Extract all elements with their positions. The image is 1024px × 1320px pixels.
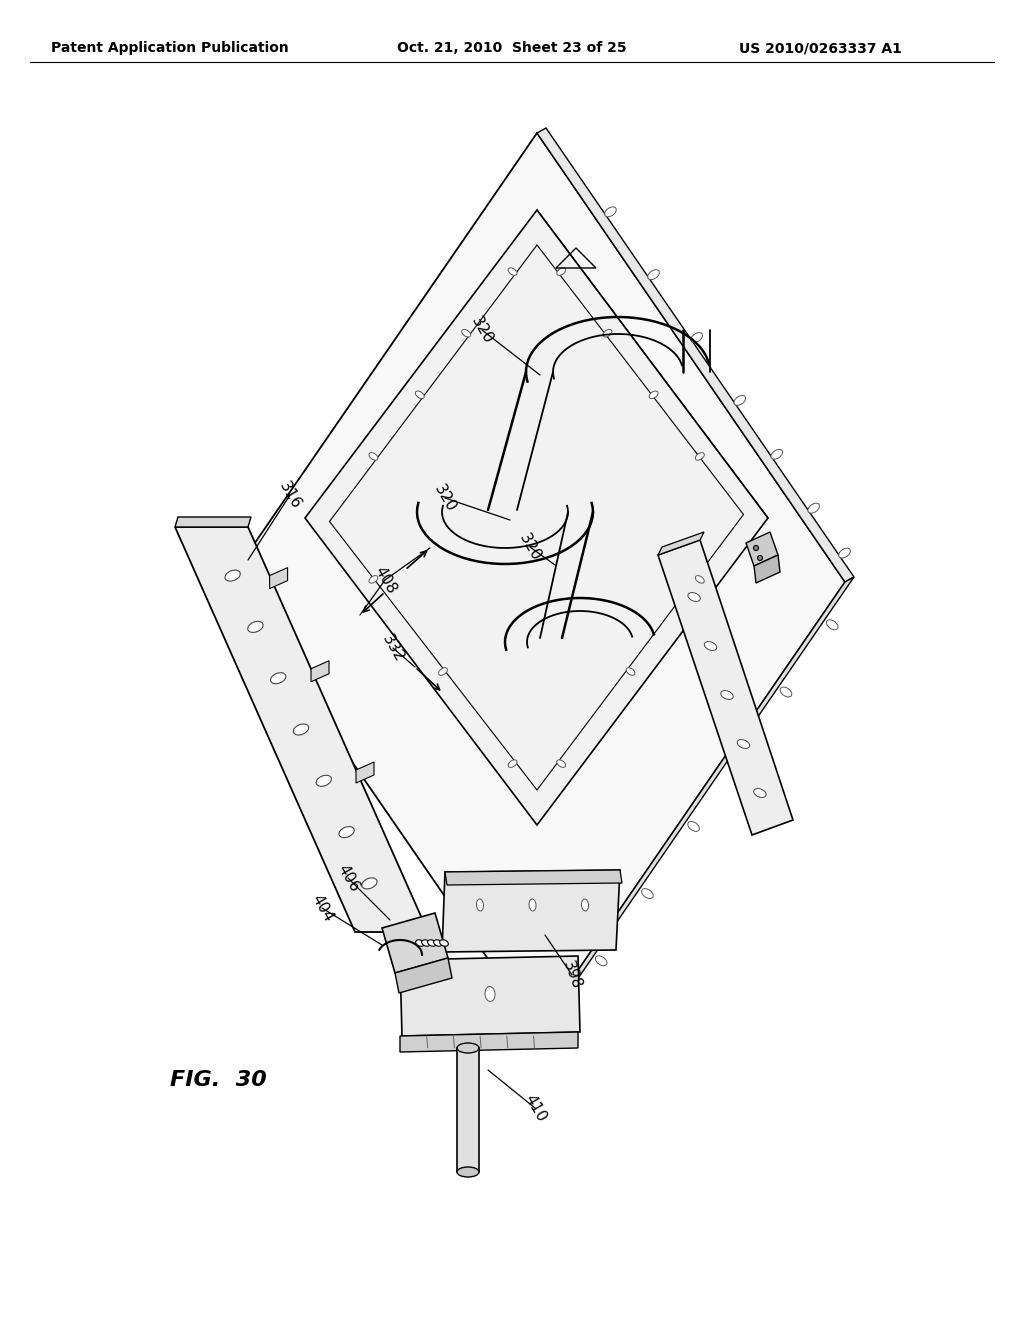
Polygon shape [175,517,251,527]
Ellipse shape [826,620,838,630]
Ellipse shape [642,888,653,899]
Ellipse shape [508,760,517,767]
Text: 406: 406 [334,862,361,895]
Ellipse shape [737,739,750,748]
Text: 408: 408 [372,564,398,597]
Text: US 2010/0263337 A1: US 2010/0263337 A1 [738,41,901,55]
Ellipse shape [316,775,332,787]
Ellipse shape [758,556,763,561]
Polygon shape [537,128,854,582]
Polygon shape [754,554,780,583]
Polygon shape [175,527,428,932]
Ellipse shape [595,956,607,966]
Ellipse shape [439,940,449,946]
Ellipse shape [422,940,430,946]
Ellipse shape [416,391,424,399]
Ellipse shape [691,333,702,342]
Ellipse shape [428,940,436,946]
Ellipse shape [839,548,850,558]
Ellipse shape [688,593,700,602]
Ellipse shape [369,453,378,461]
Ellipse shape [695,453,705,461]
Ellipse shape [734,396,745,405]
Text: Patent Application Publication: Patent Application Publication [51,41,289,55]
Polygon shape [395,958,452,993]
Text: 316: 316 [276,479,304,511]
Polygon shape [356,762,374,783]
Ellipse shape [771,449,782,459]
Ellipse shape [529,899,536,911]
Polygon shape [442,870,620,952]
Ellipse shape [339,826,354,838]
Ellipse shape [369,576,378,583]
Ellipse shape [225,570,241,581]
Ellipse shape [476,899,483,911]
Ellipse shape [604,207,616,216]
Polygon shape [400,956,580,1036]
Text: 410: 410 [521,1092,549,1125]
Ellipse shape [248,622,263,632]
Text: Oct. 21, 2010  Sheet 23 of 25: Oct. 21, 2010 Sheet 23 of 25 [397,41,627,55]
Ellipse shape [485,986,495,1002]
Ellipse shape [462,330,471,337]
Ellipse shape [438,668,447,676]
Polygon shape [305,210,768,825]
Ellipse shape [457,1043,479,1053]
Ellipse shape [557,268,565,276]
Polygon shape [228,133,845,1030]
Ellipse shape [508,268,517,276]
Text: 320: 320 [431,482,459,515]
Ellipse shape [695,576,705,583]
Ellipse shape [416,940,424,946]
Polygon shape [382,913,449,973]
Ellipse shape [603,330,612,337]
Polygon shape [658,532,705,554]
Polygon shape [400,1032,578,1052]
Ellipse shape [780,686,792,697]
Ellipse shape [433,940,442,946]
Polygon shape [311,661,329,681]
Ellipse shape [293,723,308,735]
Text: 398: 398 [560,958,584,991]
Ellipse shape [754,545,759,550]
Polygon shape [269,568,288,589]
Ellipse shape [270,673,286,684]
Polygon shape [445,870,622,884]
Ellipse shape [754,788,766,797]
Polygon shape [658,540,793,836]
Polygon shape [537,577,854,1030]
Ellipse shape [705,642,717,651]
Ellipse shape [688,821,699,832]
Polygon shape [457,1048,479,1172]
Ellipse shape [361,878,377,888]
Ellipse shape [557,760,565,767]
Text: 320: 320 [468,314,496,346]
Ellipse shape [648,269,659,280]
Text: 320: 320 [516,531,544,564]
Ellipse shape [734,754,745,764]
Ellipse shape [626,668,635,676]
Polygon shape [746,532,778,566]
Ellipse shape [808,503,819,513]
Text: 332: 332 [379,632,407,664]
Ellipse shape [721,690,733,700]
Ellipse shape [649,391,658,399]
Ellipse shape [582,899,589,911]
Ellipse shape [457,1167,479,1177]
Text: 404: 404 [308,892,336,924]
Text: FIG.  30: FIG. 30 [170,1071,266,1090]
